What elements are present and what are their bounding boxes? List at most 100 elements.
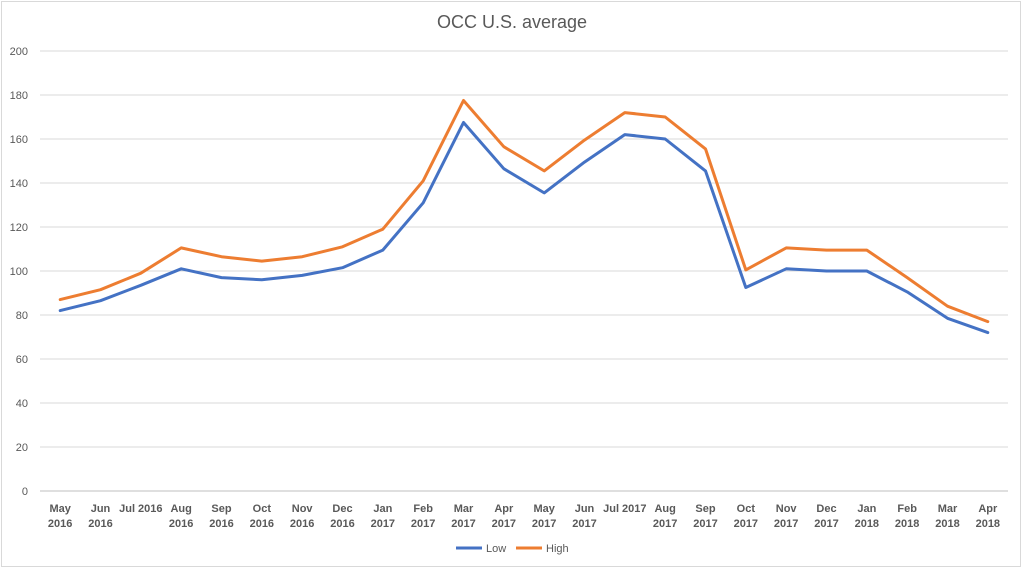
data-point-low — [260, 278, 263, 281]
data-point-low — [825, 270, 828, 273]
y-tick-label: 20 — [16, 442, 28, 454]
series-line-high — [58, 99, 990, 324]
data-point-high — [59, 298, 62, 301]
x-tick-label: Apr 2018 — [976, 503, 1000, 530]
x-tick-label-line: Jun — [91, 503, 111, 515]
x-tick-label-line: Jan — [857, 503, 876, 515]
y-tick-label: 180 — [10, 90, 28, 102]
legend-label-low: Low — [486, 543, 506, 555]
x-tick-label: Jan 2018 — [855, 503, 879, 530]
y-tick-label: 160 — [10, 134, 28, 146]
x-tick-label-line: 2017 — [653, 518, 677, 530]
data-point-high — [664, 116, 667, 119]
data-point-low — [543, 191, 546, 194]
x-tick-label: Jul 2017 — [603, 503, 646, 515]
x-tick-label-line: 2016 — [209, 518, 233, 530]
y-tick-label: 60 — [16, 354, 28, 366]
x-tick-label-line: Aug — [170, 503, 191, 515]
x-tick-label-line: Feb — [413, 503, 433, 515]
x-tick-label: Oct 2016 — [250, 503, 274, 530]
x-tick-label-line: Dec — [332, 503, 352, 515]
data-point-low — [865, 270, 868, 273]
data-point-low — [664, 138, 667, 141]
x-tick-label-line: 2017 — [371, 518, 395, 530]
y-tick-label: 80 — [16, 310, 28, 322]
data-point-high — [946, 305, 949, 308]
x-tick-label: Dec 2017 — [814, 503, 838, 530]
data-point-low — [986, 331, 989, 334]
data-point-high — [301, 255, 304, 258]
x-tick-label-line: 2017 — [693, 518, 717, 530]
data-point-low — [99, 299, 102, 302]
x-tick-label-line: Sep — [211, 503, 231, 515]
x-tick-label: Mar 2017 — [451, 503, 475, 530]
x-tick-label-line: 2016 — [169, 518, 193, 530]
x-tick-label-line: 2016 — [88, 518, 112, 530]
data-point-low — [946, 317, 949, 320]
gridlines — [40, 50, 1008, 492]
data-point-high — [986, 320, 989, 323]
x-tick-label-line: 2017 — [814, 518, 838, 530]
data-point-high — [704, 147, 707, 150]
x-tick-label: Jun 2017 — [572, 503, 596, 530]
data-point-high — [543, 169, 546, 172]
x-tick-label-line: Aug — [654, 503, 675, 515]
x-tick-label-line: 2018 — [855, 518, 879, 530]
x-tick-label-line: 2016 — [290, 518, 314, 530]
data-point-high — [865, 249, 868, 252]
legend-label-high: High — [546, 543, 569, 555]
x-tick-label: Jun 2016 — [88, 503, 112, 530]
series-line-low — [58, 121, 990, 335]
x-tick-label-line: 2018 — [935, 518, 959, 530]
x-tick-label-line: 2017 — [492, 518, 516, 530]
data-point-high — [825, 249, 828, 252]
x-tick-label-line: Nov — [776, 503, 798, 515]
x-tick-label: Feb 2017 — [411, 503, 435, 530]
data-point-low — [623, 133, 626, 136]
x-tick-label-line: 2017 — [774, 518, 798, 530]
x-tick-label-line: 2018 — [895, 518, 919, 530]
x-tick-label-line: 2018 — [976, 518, 1000, 530]
data-point-high — [462, 99, 465, 102]
y-axis-labels: 0 20 40 60 80 100 120 140 160 180 200 — [10, 46, 28, 498]
x-tick-label: Aug 2017 — [653, 503, 677, 530]
x-tick-label-line: Mar — [454, 503, 474, 515]
data-point-low — [906, 290, 909, 293]
x-tick-label: Feb 2018 — [895, 503, 919, 530]
x-tick-label: Aug 2016 — [169, 503, 193, 530]
data-point-high — [744, 268, 747, 271]
data-point-low — [220, 276, 223, 279]
x-tick-label-line: Mar — [938, 503, 958, 515]
x-tick-label-line: 2016 — [48, 518, 72, 530]
x-tick-label-line: Jun — [575, 503, 595, 515]
data-point-low — [704, 169, 707, 172]
x-tick-label-line: 2017 — [532, 518, 556, 530]
data-point-low — [301, 274, 304, 277]
x-tick-label-line: Apr — [494, 503, 514, 515]
x-tick-label: Sep 2017 — [693, 503, 717, 530]
data-point-low — [502, 167, 505, 170]
x-tick-label: May 2017 — [532, 503, 556, 530]
data-point-low — [180, 267, 183, 270]
x-tick-label-line: 2017 — [734, 518, 758, 530]
data-point-high — [341, 245, 344, 248]
data-point-high — [220, 255, 223, 258]
data-point-high — [99, 288, 102, 291]
data-point-high — [785, 246, 788, 249]
x-tick-label: Jul 2016 — [119, 503, 162, 515]
y-tick-label: 120 — [10, 222, 28, 234]
x-tick-label-line: 2017 — [572, 518, 596, 530]
x-tick-label-line: Dec — [816, 503, 836, 515]
data-point-high — [381, 228, 384, 231]
y-tick-label: 40 — [16, 398, 28, 410]
data-point-high — [422, 179, 425, 182]
data-point-high — [583, 139, 586, 142]
data-point-low — [381, 249, 384, 252]
data-point-high — [502, 145, 505, 148]
data-point-high — [906, 276, 909, 279]
x-tick-label-line: May — [533, 503, 555, 515]
chart-title: OCC U.S. average — [436, 12, 588, 32]
y-tick-label: 100 — [10, 266, 28, 278]
x-tick-label: Sep 2016 — [209, 503, 233, 530]
